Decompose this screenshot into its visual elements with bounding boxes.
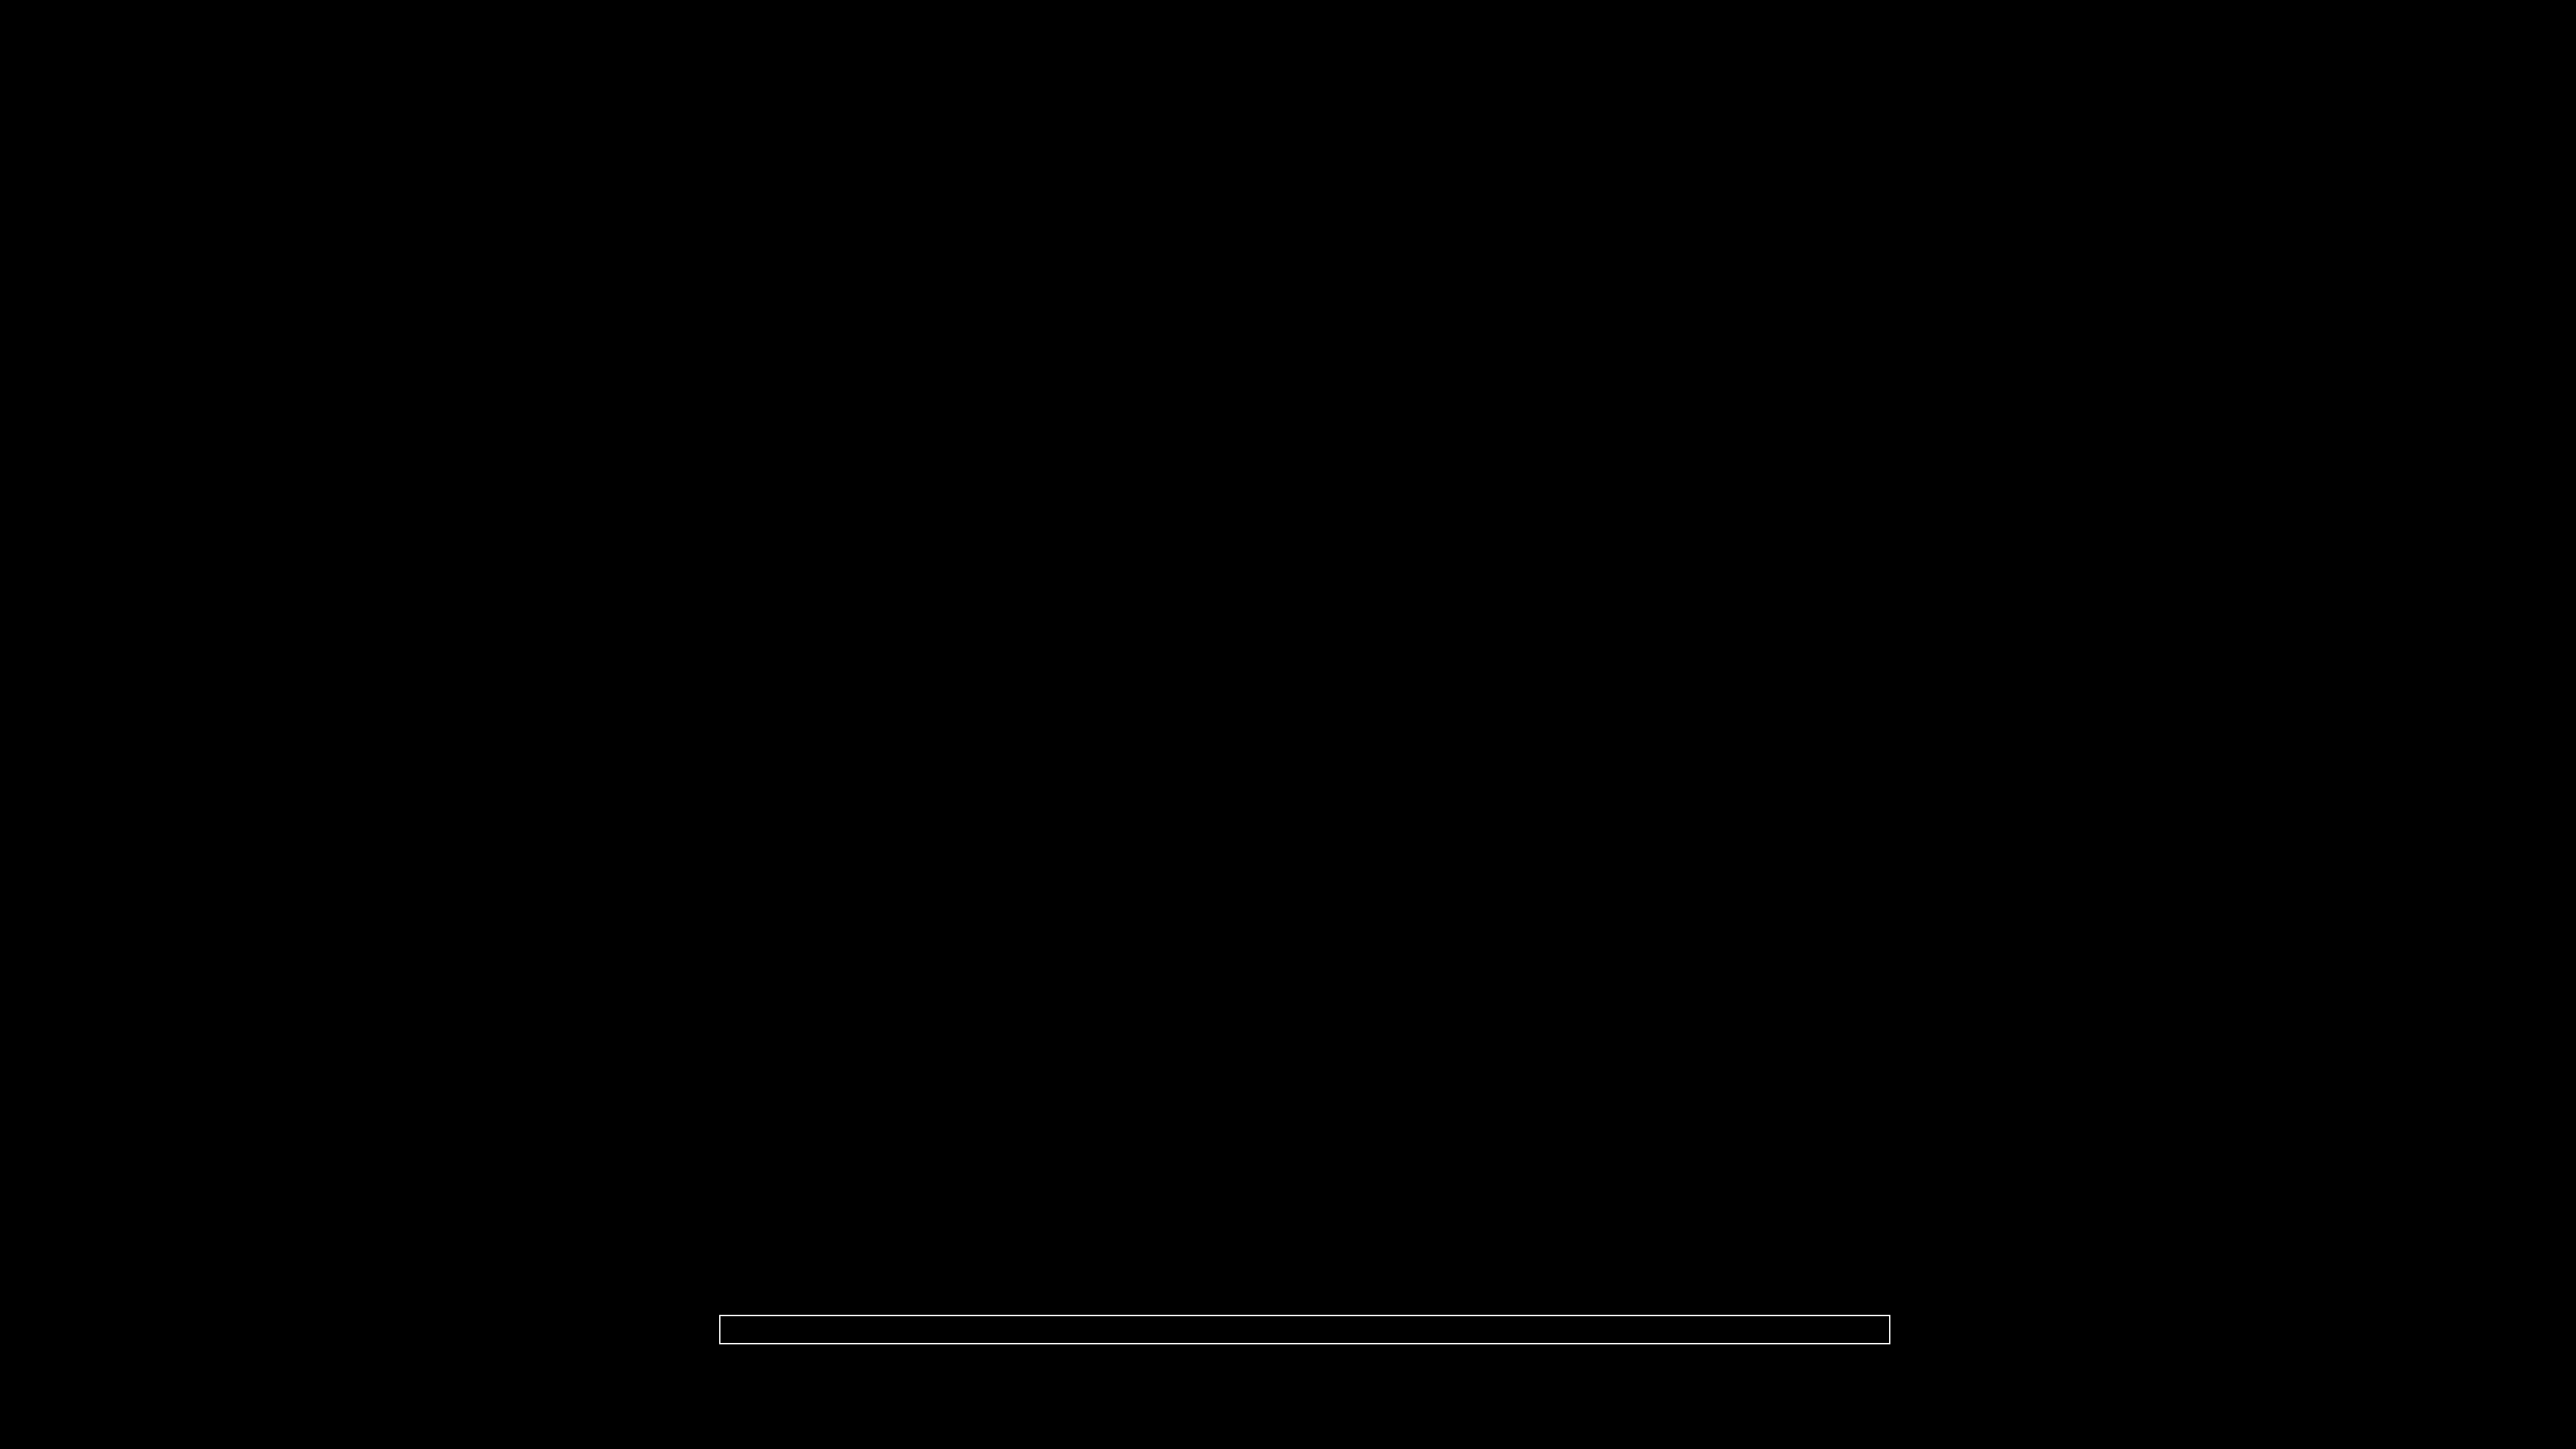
colorbar-tick-row (719, 1344, 1890, 1374)
colorbar-frame (719, 1315, 1890, 1344)
colorbar-gradient (720, 1316, 1889, 1343)
colorbar (719, 1315, 1890, 1375)
